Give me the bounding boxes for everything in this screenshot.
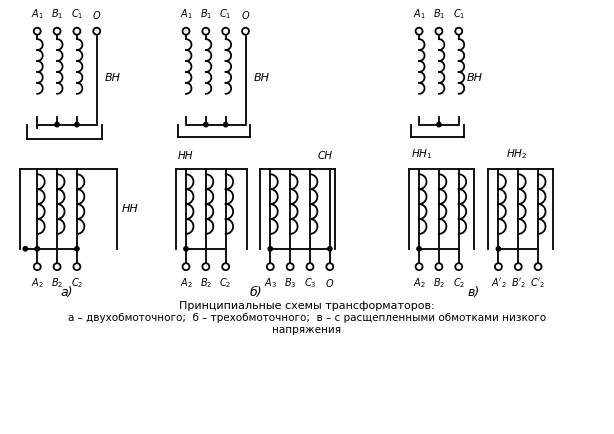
Text: $B_1$: $B_1$ [51,7,63,21]
Text: ВН: ВН [254,73,270,83]
Circle shape [23,247,28,251]
Text: $B_2$: $B_2$ [433,276,445,290]
Text: ВН: ВН [104,73,121,83]
Circle shape [55,122,60,127]
Text: ВН: ВН [467,73,483,83]
Text: Принципиальные схемы трансформаторов:: Принципиальные схемы трансформаторов: [179,302,435,312]
Circle shape [75,122,79,127]
Circle shape [75,247,79,251]
Text: $A'_2$: $A'_2$ [491,276,507,290]
Text: $A_1$: $A_1$ [31,7,44,21]
Circle shape [496,247,500,251]
Text: $B_2$: $B_2$ [51,276,63,290]
Text: в): в) [467,286,480,299]
Text: $C_2$: $C_2$ [71,276,83,290]
Text: $C_2$: $C_2$ [219,276,232,290]
Circle shape [204,122,208,127]
Text: НН: НН [178,151,193,161]
Circle shape [417,247,421,251]
Circle shape [437,122,441,127]
Circle shape [184,247,188,251]
Text: $A_2$: $A_2$ [413,276,426,290]
Text: а): а) [61,286,73,299]
Text: $C_3$: $C_3$ [304,276,316,290]
Text: $B_3$: $B_3$ [284,276,297,290]
Text: НН: НН [122,204,138,214]
Circle shape [223,122,228,127]
Text: $A_2$: $A_2$ [180,276,192,290]
Text: $B_1$: $B_1$ [200,7,212,21]
Text: $C_1$: $C_1$ [453,7,465,21]
Text: $A_1$: $A_1$ [413,7,426,21]
Text: $A_1$: $A_1$ [180,7,192,21]
Text: $НН_1$: $НН_1$ [411,148,433,161]
Text: $B_2$: $B_2$ [200,276,212,290]
Text: $C_2$: $C_2$ [453,276,465,290]
Text: $O$: $O$ [241,9,250,21]
Text: $C'_2$: $C'_2$ [530,276,546,290]
Text: $НН_2$: $НН_2$ [507,148,528,161]
Text: а – двухобмоточного;  б – трехобмоточного;  в – с расщепленными обмотками низког: а – двухобмоточного; б – трехобмоточного… [68,313,546,335]
Text: $C_1$: $C_1$ [219,7,232,21]
Text: $A_2$: $A_2$ [31,276,44,290]
Circle shape [328,247,332,251]
Text: $C_1$: $C_1$ [71,7,83,21]
Text: б): б) [249,286,262,299]
Circle shape [35,247,39,251]
Text: СН: СН [318,151,333,161]
Circle shape [268,247,273,251]
Text: $A_3$: $A_3$ [264,276,277,290]
Text: $O$: $O$ [325,276,335,289]
Text: $B'_2$: $B'_2$ [511,276,526,290]
Text: $B_1$: $B_1$ [433,7,445,21]
Text: $O$: $O$ [92,9,101,21]
